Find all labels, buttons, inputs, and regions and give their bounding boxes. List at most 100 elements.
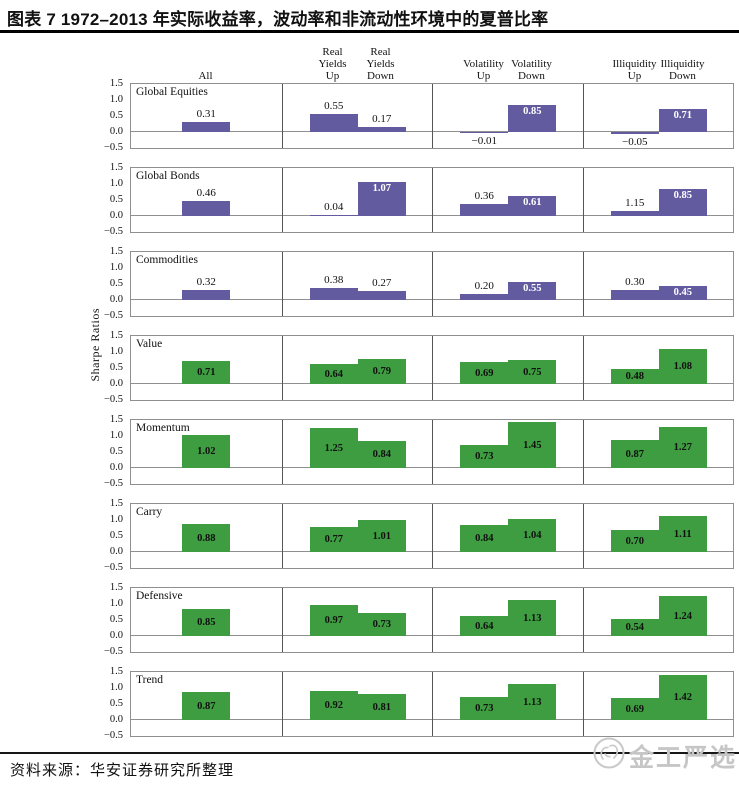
bar-value-label: 0.77 bbox=[324, 534, 343, 545]
bar-value-label: 0.75 bbox=[523, 366, 542, 378]
y-axis-ticks: 1.5 1.0 0.5 0.0 −0.5 bbox=[0, 414, 126, 489]
bar: 0.73 bbox=[357, 613, 406, 636]
column-header: Illiquidity Up bbox=[612, 58, 657, 82]
bar: 1.45 bbox=[508, 422, 557, 468]
chart-row: 1.5 1.0 0.5 0.0 −0.5 Defensive 0.85 0.97 0.73 0.6… bbox=[0, 582, 739, 657]
tick-label: 0.0 bbox=[109, 461, 123, 473]
bar-value-label: 0.81 bbox=[372, 701, 391, 713]
bar-value-label: 0.36 bbox=[474, 190, 494, 202]
column-header: All bbox=[198, 70, 213, 82]
column-headers: All Real Yields Up Real Yields Down Volatil… bbox=[130, 45, 734, 83]
bar-value-label: −0.01 bbox=[471, 135, 497, 147]
bar-value-label: 1.13 bbox=[523, 612, 542, 624]
bar: 0.45 bbox=[658, 286, 707, 300]
panel-column: 0.64 1.13 bbox=[432, 588, 584, 652]
bar-value-label: 0.97 bbox=[324, 615, 343, 626]
row-panel: Trend 0.87 0.92 0.81 0.73 1.13 0.69 1.42 bbox=[130, 671, 734, 737]
bar bbox=[182, 201, 231, 216]
column-header: Real Yields Up bbox=[318, 46, 347, 82]
bar bbox=[309, 114, 358, 132]
bar bbox=[610, 211, 659, 216]
bar: 1.04 bbox=[508, 519, 557, 552]
bar: 1.01 bbox=[357, 520, 406, 552]
bar-value-label: 0.84 bbox=[475, 533, 494, 544]
bar-value-label: 1.04 bbox=[523, 530, 542, 541]
panel-column: 0.64 0.79 bbox=[281, 336, 434, 400]
tick-label: 1.0 bbox=[109, 345, 123, 357]
tick-label: 0.5 bbox=[109, 529, 123, 541]
tick-label: −0.5 bbox=[103, 225, 123, 237]
figure-title: 图表 7 1972–2013 年实际收益率，波动率和非流动性环境中的夏普比率 bbox=[7, 10, 549, 29]
panel-column: 0.69 0.75 bbox=[432, 336, 584, 400]
bar: 0.48 bbox=[610, 369, 659, 384]
panel-column: 0.77 1.01 bbox=[281, 504, 434, 568]
row-label: Value bbox=[136, 338, 163, 350]
y-axis-ticks: 1.5 1.0 0.5 0.0 −0.5 bbox=[0, 330, 126, 405]
tick-label: 0.5 bbox=[109, 109, 123, 121]
y-axis-ticks: 1.5 1.0 0.5 0.0 −0.5 bbox=[0, 582, 126, 657]
bar-value-label: 1.24 bbox=[673, 610, 692, 622]
bar: 1.25 bbox=[309, 428, 358, 468]
bar-value-label: 1.25 bbox=[324, 442, 343, 454]
bar-value-label: 0.20 bbox=[474, 280, 494, 292]
column-header-group: All bbox=[130, 45, 281, 83]
tick-label: 0.5 bbox=[109, 277, 123, 289]
tick-label: 1.0 bbox=[109, 429, 123, 441]
panel-column: 0.31 bbox=[131, 84, 282, 148]
panel-column: 0.69 1.42 bbox=[582, 672, 735, 736]
column-header: Volatility Down bbox=[511, 58, 552, 82]
bar-value-label: 1.07 bbox=[372, 183, 391, 194]
bar: 0.92 bbox=[309, 691, 358, 720]
bar-value-label: 0.54 bbox=[625, 622, 644, 633]
bar bbox=[182, 290, 231, 300]
bar: 0.85 bbox=[508, 105, 557, 132]
panel-column: 0.71 bbox=[131, 336, 282, 400]
row-panel: Commodities 0.32 0.38 0.27 0.20 0.55 0.30 0.45 bbox=[130, 251, 734, 317]
bar-value-label: 1.02 bbox=[197, 446, 216, 457]
bar: 0.54 bbox=[610, 619, 659, 636]
bar: 0.69 bbox=[460, 362, 509, 384]
bar-value-label: 0.85 bbox=[197, 617, 216, 628]
y-axis-ticks: 1.5 1.0 0.5 0.0 −0.5 bbox=[0, 246, 126, 321]
bar: 0.81 bbox=[357, 694, 406, 720]
panel-column: 0.88 bbox=[131, 504, 282, 568]
column-header-group: Illiquidity Up Illiquidity Down bbox=[583, 45, 734, 83]
bar-value-label: 0.87 bbox=[197, 700, 216, 712]
tick-label: 1.5 bbox=[109, 77, 123, 89]
bar-value-label: 0.17 bbox=[372, 113, 392, 125]
row-label: Commodities bbox=[136, 254, 198, 266]
panel-column: −0.01 0.85 bbox=[432, 84, 584, 148]
title-underline bbox=[0, 30, 739, 33]
panel-column: 0.36 0.61 bbox=[432, 168, 584, 232]
tick-label: 1.5 bbox=[109, 665, 123, 677]
chart-row: 1.5 1.0 0.5 0.0 −0.5 Global Equities 0.31 0.55 0… bbox=[0, 78, 739, 153]
panel-column: 0.04 1.07 bbox=[281, 168, 434, 232]
bar bbox=[357, 291, 406, 300]
tick-label: −0.5 bbox=[103, 309, 123, 321]
row-label: Trend bbox=[136, 674, 164, 686]
bar: 1.08 bbox=[658, 349, 707, 384]
y-axis-ticks: 1.5 1.0 0.5 0.0 −0.5 bbox=[0, 78, 126, 153]
tick-label: 0.0 bbox=[109, 629, 123, 641]
tick-label: −0.5 bbox=[103, 393, 123, 405]
bar bbox=[610, 132, 659, 134]
row-label: Carry bbox=[136, 506, 163, 518]
row-panel: Global Equities 0.31 0.55 0.17 −0.01 0.85 −0.0… bbox=[130, 83, 734, 149]
bar bbox=[357, 127, 406, 132]
bar-value-label: 0.48 bbox=[625, 371, 644, 382]
tick-label: 1.0 bbox=[109, 177, 123, 189]
bar: 0.84 bbox=[357, 441, 406, 468]
tick-label: 0.0 bbox=[109, 293, 123, 305]
row-panel: Value 0.71 0.64 0.79 0.69 0.75 0.48 1.08 bbox=[130, 335, 734, 401]
chart-row: 1.5 1.0 0.5 0.0 −0.5 Value 0.71 0.64 0.79 0.69 0.7… bbox=[0, 330, 739, 405]
bar-value-label: 0.55 bbox=[324, 100, 344, 112]
tick-label: 1.0 bbox=[109, 93, 123, 105]
bar-value-label: 0.69 bbox=[475, 367, 494, 379]
bar-value-label: −0.05 bbox=[622, 136, 648, 148]
bar-value-label: 1.11 bbox=[673, 528, 692, 540]
bar bbox=[460, 132, 509, 133]
bar: 1.27 bbox=[658, 427, 707, 468]
column-header-group: Real Yields Up Real Yields Down bbox=[281, 45, 432, 83]
tick-label: 1.0 bbox=[109, 597, 123, 609]
bar: 0.64 bbox=[309, 364, 358, 384]
